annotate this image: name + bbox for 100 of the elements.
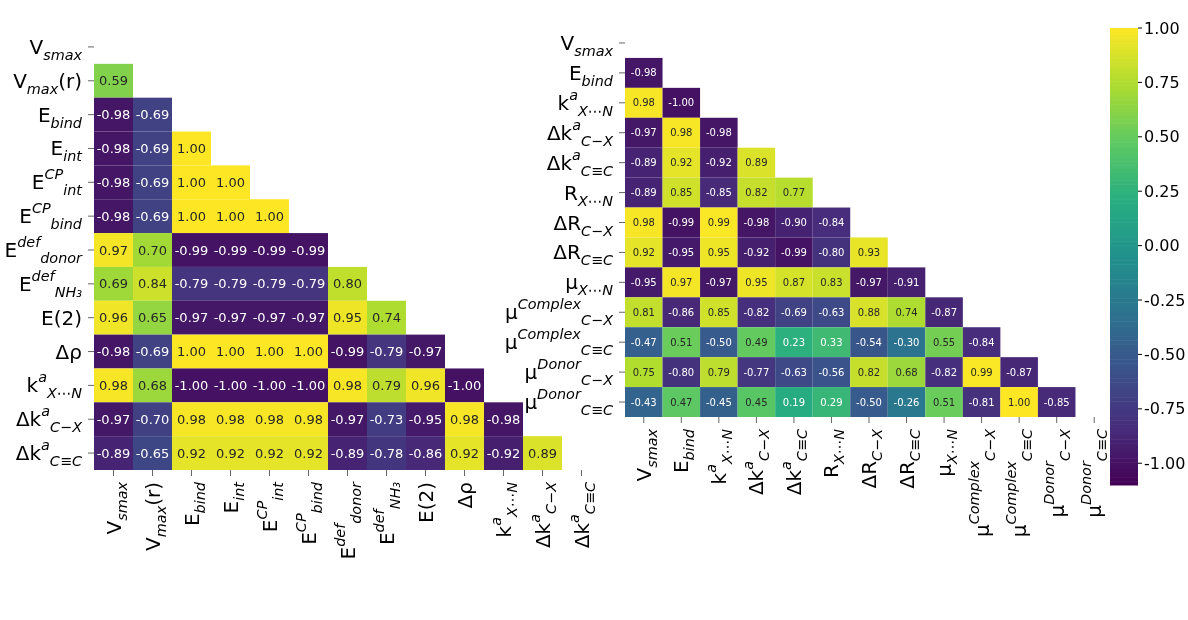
data-label: -0.89 [330,445,365,461]
data-label: 0.33 [820,336,843,348]
data-label: -0.43 [630,396,657,408]
data-label: -1.00 [447,377,482,393]
data-label: -0.90 [780,217,807,228]
data-label: -1.00 [252,377,287,393]
data-label: 0.79 [707,366,730,378]
data-label: -0.92 [486,445,521,461]
color-bar-label: 0.25 [1144,181,1180,201]
y-tick-label: V$_{smax}$ [29,34,83,63]
data-label: -0.47 [630,336,657,348]
data-label: 0.79 [372,377,401,393]
data-label: -0.86 [408,445,443,461]
y-tick-label: E$_{bind}$ [37,102,83,131]
data-label: 0.98 [333,377,362,393]
data-label: 0.81 [632,306,655,318]
data-label: 1.00 [216,208,245,224]
data-label: 0.99 [707,217,730,228]
data-label: -0.99 [668,217,695,228]
data-label: 0.95 [333,310,362,326]
data-label: -0.92 [743,246,770,258]
data-label: -0.99 [780,246,807,258]
data-label: -0.84 [818,217,845,228]
data-label: 0.68 [895,366,918,378]
y-tick-label: V$_{smax}$ [560,30,614,59]
data-label: 0.83 [820,276,843,288]
data-label: -0.80 [818,246,845,258]
data-label: -0.97 [330,411,365,427]
data-label: 0.89 [745,157,768,169]
data-label: -0.99 [330,344,365,360]
data-label: -0.70 [135,411,170,427]
data-label: 1.00 [294,344,323,360]
data-label: -0.97 [96,411,131,427]
data-label: -0.98 [486,411,521,427]
y-tick-label: E$_{int}$ [50,136,84,165]
color-bar-label: -1.00 [1144,453,1186,473]
data-label: -0.69 [135,344,170,360]
data-label: 0.82 [745,187,768,199]
y-tick-label: R$_{X⋯N}$ [564,180,614,209]
data-label: -0.98 [96,344,131,360]
data-label: -0.98 [96,140,131,156]
data-label: 0.51 [670,336,693,348]
data-label: -0.82 [931,366,958,378]
data-label: -0.69 [135,140,170,156]
color-bar-label: 0.75 [1144,72,1180,92]
data-label: 0.85 [670,187,693,199]
color-bar-label: 0.00 [1144,236,1180,256]
data-label: 0.87 [782,276,806,288]
data-label: -0.54 [856,336,882,348]
data-label: 0.98 [177,411,206,427]
data-label: -0.98 [630,67,657,79]
data-label: -0.89 [96,445,131,461]
data-label: 0.65 [138,310,167,326]
data-label: 0.92 [216,445,245,461]
data-label: 0.47 [670,396,693,408]
data-label: 1.00 [255,208,284,224]
data-label: -0.81 [968,396,995,408]
data-label: 0.82 [857,366,881,378]
data-label: 0.80 [333,276,362,292]
y-tick-label: E(2) [41,305,82,330]
data-label: -0.56 [818,366,845,378]
y-tick-label: V$_{max}$(r) [13,68,82,97]
data-label: -0.98 [96,174,131,190]
data-label: -0.97 [408,344,443,360]
data-label: 0.92 [632,246,655,258]
data-label: -0.99 [291,242,326,258]
data-label: 0.49 [745,336,768,348]
data-label: -0.97 [705,276,732,288]
data-label: -0.89 [630,187,657,199]
data-label: -0.77 [743,366,770,378]
data-label: -1.00 [291,377,326,393]
data-label: -0.80 [668,366,695,378]
data-label: 0.98 [632,217,655,228]
data-label: 1.00 [216,344,245,360]
data-label: -0.95 [408,411,443,427]
data-label: -0.89 [630,157,657,169]
data-label: 0.98 [99,377,128,393]
data-label: -0.85 [1043,396,1070,408]
data-label: 0.97 [670,276,693,288]
data-label: -0.99 [213,242,248,258]
data-label: -0.79 [291,276,326,292]
data-label: 0.29 [820,396,843,408]
data-label: -0.97 [291,310,326,326]
data-label: -0.99 [252,242,287,258]
data-label: -0.98 [96,208,131,224]
data-label: -0.79 [213,276,248,292]
data-label: -0.69 [135,208,170,224]
data-label: -1.00 [668,97,695,109]
data-label: 0.93 [857,246,881,258]
data-label: 0.70 [138,242,167,258]
data-label: 0.89 [528,445,557,461]
data-label: 0.45 [745,396,768,408]
y-tick-label: ΔR$_{C−X}$ [553,210,615,239]
color-bar-label: 1.00 [1144,18,1180,38]
data-label: 0.69 [99,276,128,292]
y-tick-label: E$_{bind}$ [568,60,614,89]
data-label: 0.23 [782,336,806,348]
data-label: -0.98 [743,217,770,228]
data-label: -0.45 [705,396,732,408]
y-tick-label: μ$_{X⋯N}$ [565,270,614,299]
